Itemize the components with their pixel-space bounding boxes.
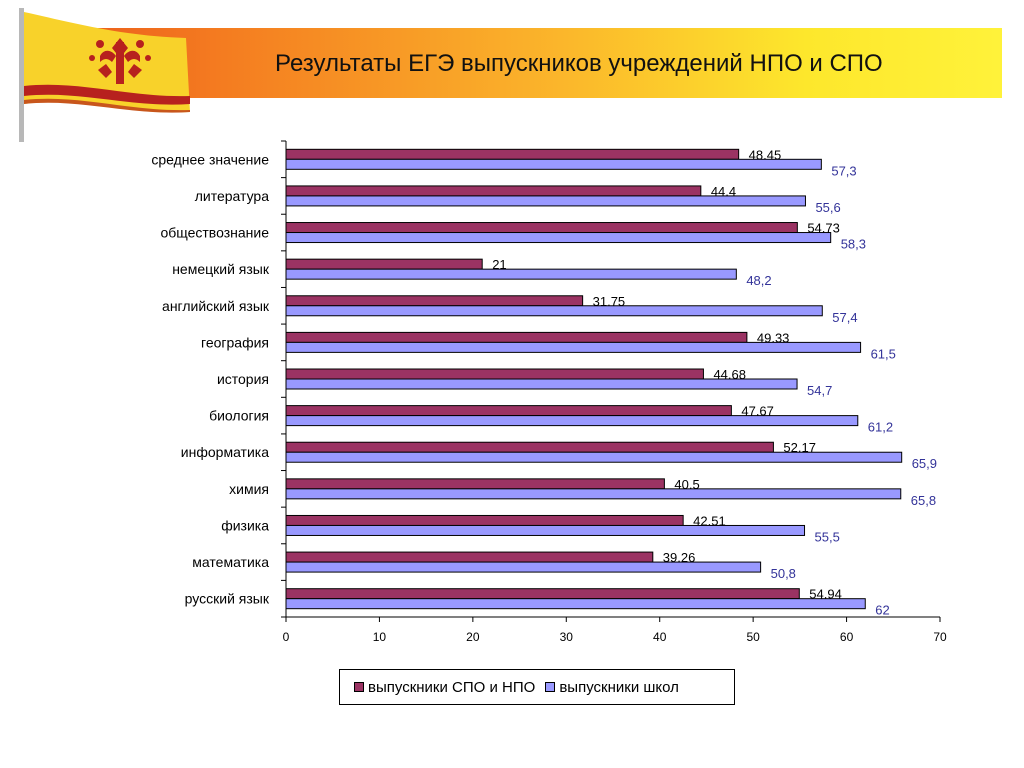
data-label-schools: 65,9 bbox=[912, 456, 937, 471]
x-tick-label: 0 bbox=[283, 630, 290, 644]
bar-spo-npo bbox=[285, 148, 740, 160]
bar-spo-npo bbox=[285, 441, 774, 453]
category-label: русский язык bbox=[185, 591, 270, 607]
bar-schools bbox=[285, 378, 798, 390]
bar-schools bbox=[285, 158, 822, 170]
legend-item-spo-npo: выпускники СПО и НПО bbox=[354, 679, 535, 696]
data-label-spo-npo: 49,33 bbox=[757, 330, 790, 345]
bar-schools bbox=[285, 415, 859, 427]
x-tick-label: 60 bbox=[840, 630, 854, 644]
category-label: физика bbox=[221, 517, 269, 533]
bar-spo-npo bbox=[285, 551, 654, 563]
data-label-schools: 65,8 bbox=[911, 493, 936, 508]
x-tick-label: 70 bbox=[933, 630, 947, 644]
category-label: среднее значение bbox=[151, 151, 269, 167]
flag-pole bbox=[19, 8, 24, 142]
bar-spo-npo bbox=[285, 478, 665, 490]
data-label-schools: 61,2 bbox=[868, 420, 893, 435]
category-label: история bbox=[217, 371, 269, 387]
bar-schools bbox=[285, 488, 902, 500]
bar-spo-npo bbox=[285, 588, 800, 600]
data-label-schools: 58,3 bbox=[841, 237, 866, 252]
data-label-spo-npo: 44,4 bbox=[711, 184, 736, 199]
category-label: математика bbox=[192, 554, 269, 570]
bar-spo-npo bbox=[285, 514, 684, 526]
data-label-schools: 50,8 bbox=[771, 566, 796, 581]
bar-spo-npo bbox=[285, 295, 584, 307]
data-label-spo-npo: 42,51 bbox=[693, 513, 726, 528]
data-label-schools: 57,4 bbox=[832, 310, 857, 325]
data-label-spo-npo: 48,45 bbox=[749, 147, 782, 162]
flag-red-band bbox=[24, 84, 190, 105]
category-label: биология bbox=[209, 408, 269, 424]
bar-schools bbox=[285, 598, 866, 610]
bar-spo-npo bbox=[285, 405, 732, 417]
bar-schools bbox=[285, 451, 903, 463]
x-tick-label: 40 bbox=[653, 630, 667, 644]
legend-label-schools: выпускники школ bbox=[559, 678, 679, 696]
bar-spo-npo bbox=[285, 222, 798, 234]
data-label-schools: 57,3 bbox=[831, 163, 856, 178]
data-label-spo-npo: 47,67 bbox=[741, 404, 774, 419]
data-label-schools: 54,7 bbox=[807, 383, 832, 398]
data-label-spo-npo: 31,75 bbox=[593, 294, 626, 309]
bar-schools bbox=[285, 561, 762, 573]
bar-spo-npo bbox=[285, 185, 702, 197]
data-label-spo-npo: 54,73 bbox=[807, 221, 840, 236]
bar-chart: среднее значение 48,45 57,3 литература 44,4 5… bbox=[151, 140, 947, 644]
data-label-spo-npo: 54,94 bbox=[809, 587, 842, 602]
category-label: немецкий язык bbox=[172, 261, 270, 277]
data-label-schools: 55,5 bbox=[815, 529, 840, 544]
x-tick-label: 50 bbox=[746, 630, 760, 644]
data-label-spo-npo: 21 bbox=[492, 257, 506, 272]
legend-swatch-spo-npo bbox=[354, 682, 364, 692]
data-label-spo-npo: 40,5 bbox=[674, 477, 699, 492]
legend-label-spo-npo: выпускники СПО и НПО bbox=[368, 678, 536, 696]
bar-spo-npo bbox=[285, 258, 483, 270]
category-label: английский язык bbox=[162, 298, 270, 314]
bar-spo-npo bbox=[285, 331, 748, 343]
category-label: информатика bbox=[181, 444, 269, 460]
data-label-spo-npo: 44,68 bbox=[713, 367, 746, 382]
category-label: география bbox=[201, 334, 269, 350]
x-tick-label: 10 bbox=[373, 630, 387, 644]
data-label-schools: 48,2 bbox=[746, 273, 771, 288]
chuvash-emblem-icon bbox=[89, 38, 151, 84]
bar-schools bbox=[285, 268, 737, 280]
category-label: литература bbox=[195, 188, 269, 204]
category-label: химия bbox=[229, 481, 269, 497]
x-tick-label: 30 bbox=[560, 630, 574, 644]
bar-schools bbox=[285, 341, 862, 353]
bar-schools bbox=[285, 232, 832, 244]
bar-schools bbox=[285, 524, 806, 536]
page-title: Результаты ЕГЭ выпускников учреждений НП… bbox=[275, 50, 883, 77]
bar-schools bbox=[285, 195, 806, 207]
legend-item-schools: выпускники школ bbox=[545, 679, 679, 696]
bar-spo-npo bbox=[285, 368, 704, 380]
category-label: обществознание bbox=[160, 225, 269, 241]
legend-swatch-schools bbox=[545, 682, 556, 692]
chart-legend: выпускники СПО и НПО выпускники школ bbox=[339, 669, 735, 705]
bar-schools bbox=[285, 305, 823, 317]
data-label-schools: 61,5 bbox=[871, 346, 896, 361]
chuvash-flag-image bbox=[19, 8, 190, 142]
x-tick-label: 20 bbox=[466, 630, 480, 644]
data-label-schools: 55,6 bbox=[815, 200, 840, 215]
data-label-spo-npo: 39,26 bbox=[663, 550, 696, 565]
data-label-schools: 62 bbox=[875, 603, 889, 618]
data-label-spo-npo: 52,17 bbox=[783, 440, 816, 455]
